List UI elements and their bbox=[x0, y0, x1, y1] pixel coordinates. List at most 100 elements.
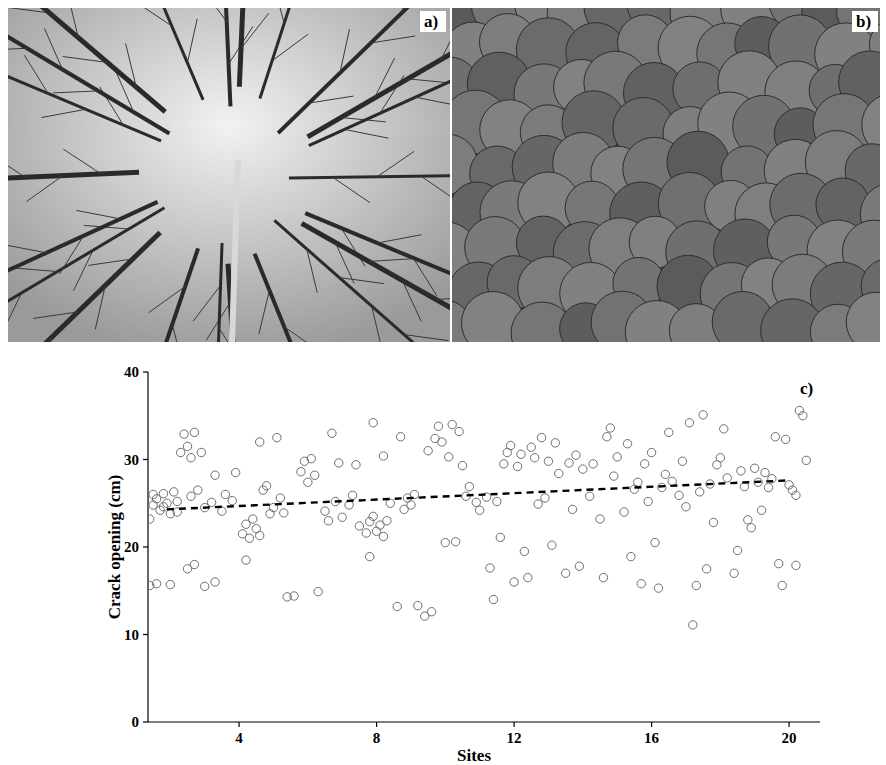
twig bbox=[8, 78, 10, 86]
point bbox=[448, 420, 456, 428]
point bbox=[544, 457, 552, 465]
twig bbox=[13, 268, 58, 272]
photo-a bbox=[0, 0, 509, 455]
branch bbox=[8, 172, 139, 180]
point bbox=[197, 448, 205, 456]
point bbox=[489, 595, 497, 603]
photo-b-crowns bbox=[452, 8, 880, 342]
point bbox=[678, 457, 686, 465]
point bbox=[297, 468, 305, 476]
twig bbox=[449, 265, 450, 273]
branch bbox=[305, 213, 450, 288]
point bbox=[548, 541, 556, 549]
point bbox=[585, 492, 593, 500]
branch bbox=[23, 232, 160, 342]
point bbox=[231, 468, 239, 476]
point bbox=[682, 503, 690, 511]
point bbox=[386, 499, 394, 507]
x-tick-label: 4 bbox=[235, 730, 243, 746]
x-tick-label: 20 bbox=[782, 730, 797, 746]
point bbox=[740, 482, 748, 490]
point bbox=[771, 433, 779, 441]
branch bbox=[8, 27, 169, 134]
point bbox=[280, 509, 288, 517]
twig bbox=[344, 129, 388, 138]
branch bbox=[255, 254, 329, 342]
point bbox=[620, 508, 628, 516]
twig bbox=[76, 210, 120, 218]
point bbox=[262, 482, 270, 490]
twig bbox=[380, 75, 404, 113]
point bbox=[510, 578, 518, 586]
point bbox=[242, 556, 250, 564]
twig bbox=[284, 327, 321, 342]
branch bbox=[309, 65, 450, 146]
twig bbox=[63, 149, 101, 174]
point bbox=[445, 453, 453, 461]
point bbox=[355, 522, 363, 530]
twig bbox=[372, 306, 382, 342]
point bbox=[434, 422, 442, 430]
twig bbox=[369, 259, 414, 262]
twig bbox=[404, 335, 449, 341]
label-patch bbox=[852, 11, 878, 32]
point bbox=[166, 580, 174, 588]
point bbox=[438, 438, 446, 446]
point bbox=[335, 459, 343, 467]
twig bbox=[60, 236, 84, 274]
branch bbox=[125, 8, 203, 100]
point bbox=[173, 497, 181, 505]
point bbox=[472, 498, 480, 506]
twig bbox=[44, 28, 62, 69]
point bbox=[668, 477, 676, 485]
twig bbox=[415, 97, 450, 106]
twig bbox=[53, 91, 98, 93]
point bbox=[651, 538, 659, 546]
point bbox=[702, 565, 710, 573]
point bbox=[675, 491, 683, 499]
branch bbox=[239, 8, 247, 87]
point bbox=[465, 482, 473, 490]
point bbox=[634, 478, 642, 486]
point bbox=[730, 569, 738, 577]
point bbox=[799, 412, 807, 420]
twig bbox=[340, 29, 350, 73]
y-tick-label: 10 bbox=[124, 627, 139, 643]
twig bbox=[8, 293, 22, 333]
point bbox=[561, 569, 569, 577]
branch bbox=[308, 40, 450, 137]
branch bbox=[274, 220, 436, 342]
point bbox=[190, 560, 198, 568]
twig bbox=[339, 278, 384, 284]
crown bbox=[846, 292, 880, 342]
twig bbox=[8, 8, 49, 13]
point bbox=[775, 559, 783, 567]
x-tick bbox=[376, 722, 377, 727]
y-tick bbox=[143, 371, 148, 372]
branch bbox=[221, 8, 230, 106]
y-tick bbox=[143, 546, 148, 547]
point bbox=[720, 425, 728, 433]
point bbox=[207, 498, 215, 506]
point bbox=[187, 492, 195, 500]
figure: a)b)01020304048121620SitesCrack opening … bbox=[0, 0, 886, 765]
x-tick bbox=[513, 722, 514, 727]
point bbox=[685, 419, 693, 427]
point bbox=[486, 564, 494, 572]
panel-label: c) bbox=[800, 379, 813, 398]
point bbox=[524, 573, 532, 581]
twig bbox=[134, 8, 171, 26]
point bbox=[148, 515, 154, 523]
point bbox=[695, 488, 703, 496]
point bbox=[537, 433, 545, 441]
point bbox=[221, 490, 229, 498]
branch bbox=[20, 8, 165, 112]
point bbox=[661, 470, 669, 478]
point bbox=[613, 453, 621, 461]
point bbox=[338, 513, 346, 521]
point bbox=[366, 552, 374, 560]
x-tick-label: 8 bbox=[373, 730, 381, 746]
trend-line bbox=[167, 481, 786, 510]
point bbox=[273, 433, 281, 441]
point bbox=[362, 529, 370, 537]
